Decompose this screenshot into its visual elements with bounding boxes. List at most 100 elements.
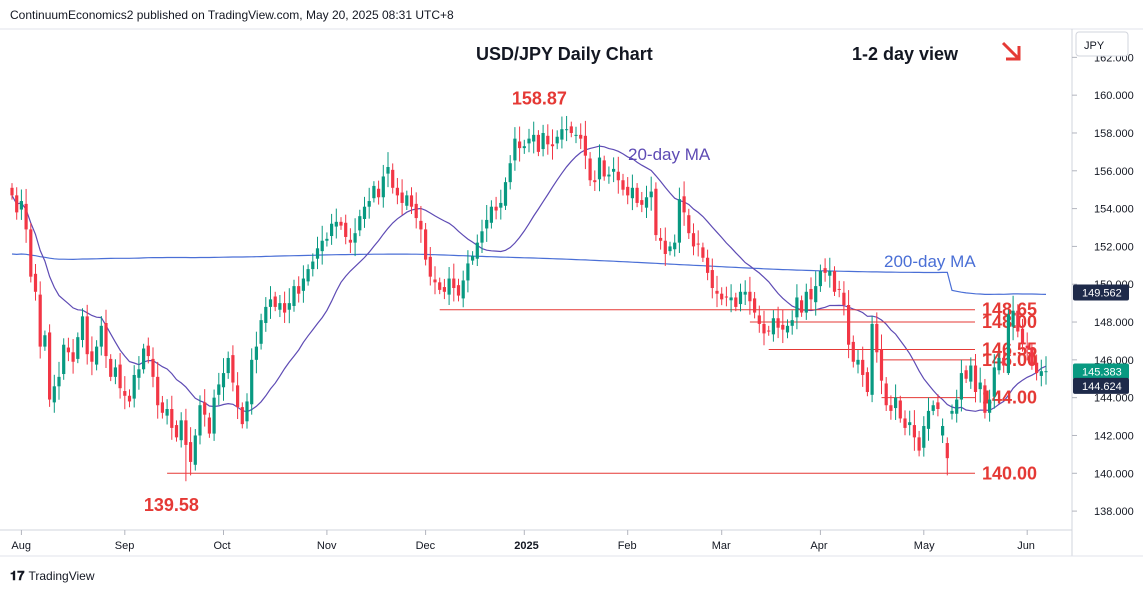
candle bbox=[428, 246, 432, 286]
level-label: 148.65 bbox=[982, 300, 1037, 320]
candle-body bbox=[109, 358, 113, 377]
candle bbox=[438, 277, 442, 295]
candle-body bbox=[1025, 345, 1029, 349]
candle bbox=[212, 389, 216, 441]
candle-body bbox=[297, 286, 301, 294]
candle-body bbox=[687, 215, 691, 234]
candle bbox=[142, 343, 146, 374]
currency-selector[interactable]: JPY bbox=[1075, 31, 1129, 57]
y-tick-label: 156.000 bbox=[1094, 166, 1134, 178]
candle bbox=[113, 359, 117, 385]
candle bbox=[1030, 343, 1034, 370]
x-tick-label: Mar bbox=[712, 540, 731, 552]
candle bbox=[160, 395, 164, 419]
candle-body bbox=[607, 174, 611, 177]
candle-body bbox=[541, 132, 545, 150]
candle-body bbox=[818, 270, 822, 287]
candle bbox=[76, 332, 80, 364]
candle-body bbox=[724, 296, 728, 298]
candle bbox=[456, 278, 461, 302]
candle bbox=[550, 129, 555, 160]
candle-body bbox=[1011, 310, 1015, 327]
candle bbox=[856, 350, 860, 374]
y-tick-label: 158.000 bbox=[1094, 128, 1134, 140]
candle bbox=[62, 338, 66, 380]
candle bbox=[546, 124, 550, 155]
candle-body bbox=[908, 422, 912, 426]
candle bbox=[499, 189, 503, 220]
ma200-line bbox=[11, 253, 1047, 295]
candle bbox=[729, 284, 733, 313]
candle-body bbox=[522, 146, 526, 149]
candle-body bbox=[48, 332, 52, 400]
candle-body bbox=[668, 246, 672, 252]
candle bbox=[10, 183, 14, 200]
candle-body bbox=[489, 206, 493, 223]
candle bbox=[452, 263, 456, 302]
candle bbox=[52, 374, 56, 413]
candle-body bbox=[823, 268, 827, 273]
candle bbox=[292, 279, 296, 312]
candle bbox=[320, 225, 324, 265]
candle bbox=[818, 264, 822, 292]
candle-body bbox=[76, 337, 80, 359]
candle-body bbox=[442, 287, 446, 292]
candle-body bbox=[414, 203, 418, 219]
candle bbox=[1006, 309, 1010, 375]
candle bbox=[626, 177, 630, 205]
candle bbox=[466, 250, 470, 293]
x-tick-label: Jun bbox=[1017, 540, 1035, 552]
candle-body bbox=[602, 160, 606, 177]
tradingview-logo-icon: 𝟏𝟕 bbox=[10, 568, 25, 583]
candle-body bbox=[66, 347, 70, 353]
candle bbox=[489, 200, 493, 229]
candle-body bbox=[973, 365, 978, 392]
candle bbox=[734, 292, 738, 312]
candle bbox=[560, 116, 564, 149]
candle bbox=[278, 295, 282, 318]
candle bbox=[1039, 359, 1043, 387]
candle-body bbox=[828, 270, 832, 276]
ma20-price-tag-bg bbox=[1073, 377, 1129, 394]
candle bbox=[377, 180, 381, 205]
candle-body bbox=[663, 240, 667, 254]
footer-brand: TradingView bbox=[28, 569, 95, 583]
candle bbox=[950, 404, 954, 420]
candle bbox=[527, 128, 531, 153]
candle-body bbox=[250, 359, 254, 405]
candle bbox=[583, 120, 587, 170]
candle-body bbox=[691, 233, 696, 247]
candle-body bbox=[1020, 328, 1025, 343]
candle-body bbox=[221, 373, 226, 388]
candle-body bbox=[753, 298, 757, 313]
candle-body bbox=[964, 370, 968, 379]
candle bbox=[419, 205, 423, 243]
candle bbox=[334, 208, 338, 239]
candle-body bbox=[762, 323, 766, 334]
candle-body bbox=[170, 409, 174, 428]
candle bbox=[447, 267, 451, 306]
candle-body bbox=[193, 435, 197, 465]
candle-body bbox=[814, 286, 818, 303]
candle-body bbox=[123, 391, 127, 396]
candle bbox=[522, 139, 526, 154]
ma200-price-tag-bg bbox=[1073, 284, 1129, 301]
candle-body bbox=[24, 203, 28, 230]
candle-body bbox=[941, 426, 945, 436]
chart-annotations: 158.87 139.58 20-day MA 200-day MA bbox=[144, 89, 976, 516]
candle bbox=[659, 228, 663, 250]
candle bbox=[988, 389, 992, 422]
candle-body bbox=[57, 376, 61, 387]
candle bbox=[165, 399, 169, 425]
x-tick-label: 2025 bbox=[514, 540, 538, 552]
ma20-price-tag: 144.624 bbox=[1073, 377, 1129, 394]
candle bbox=[922, 416, 926, 457]
candle-body bbox=[259, 320, 263, 344]
peak-label: 158.87 bbox=[512, 89, 567, 109]
candle bbox=[1016, 304, 1020, 338]
candle bbox=[109, 354, 113, 382]
candle bbox=[193, 429, 197, 471]
candle-body bbox=[950, 410, 954, 414]
candle bbox=[508, 155, 512, 190]
